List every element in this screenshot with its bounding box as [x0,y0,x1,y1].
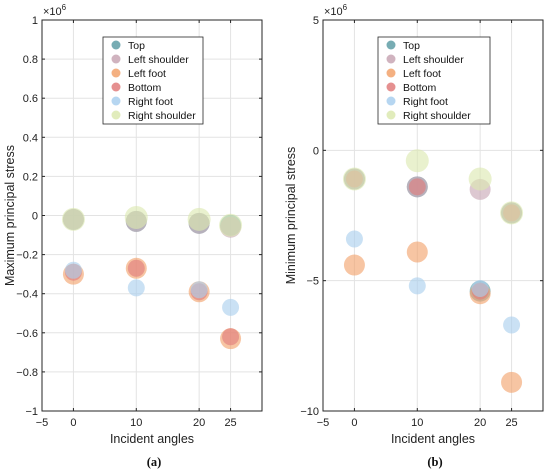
y-tick-label: −0.4 [16,289,38,301]
legend-marker-left-foot [386,68,396,78]
legend-label-right-foot: Right foot [128,96,173,108]
data-point-right-shoulder [61,207,85,231]
data-point-right-shoulder [219,213,243,237]
data-point-right-foot [471,279,489,297]
legend-label-right-shoulder: Right shoulder [403,110,471,122]
legend-marker-left-shoulder [386,54,396,64]
data-point-right-foot [345,230,363,248]
y-tick-label: 0.6 [23,93,38,105]
data-point-right-foot [222,298,240,316]
x-tick-label: 0 [351,417,357,429]
legend-box [377,36,491,125]
data-point-bottom [222,328,240,346]
y-tick-label: 0.2 [23,171,38,183]
legend-label-bottom: Bottom [403,82,437,94]
y-exponent-label: ×106 [43,3,67,18]
panel-caption: (a) [147,455,162,469]
y-tick-label: −0.2 [16,250,38,262]
x-axis-label: Incident angles [391,432,475,446]
legend-box [102,36,204,125]
legend-marker-bottom [111,82,121,92]
x-tick-label: −5 [36,417,49,429]
legend-marker-left-shoulder [111,54,121,64]
legend-label-right-foot: Right foot [403,96,448,108]
y-tick-label: 0 [313,145,319,157]
y-exponent-label: ×106 [324,3,348,18]
data-point-bottom [127,259,145,277]
legend-label-left-shoulder: Left shoulder [128,54,189,66]
x-tick-label: 10 [411,417,423,429]
data-point-bottom [408,178,426,196]
y-exponent-power: 6 [343,3,348,12]
legend-label-top: Top [128,40,145,52]
legend-marker-top [386,40,396,50]
y-exponent-power: 6 [62,3,67,12]
data-point-right-shoulder [500,201,524,225]
data-point-left-foot [501,371,523,393]
legend-marker-right-foot [111,96,121,106]
y-tick-label: −0.6 [16,328,38,340]
data-point-right-foot [190,281,208,299]
panel-caption: (b) [427,455,442,469]
y-tick-label: 5 [313,15,319,27]
x-tick-label: −5 [317,417,330,429]
data-point-right-foot [127,279,145,297]
y-tick-label: −0.8 [16,367,38,379]
y-tick-label: −10 [300,406,319,418]
y-tick-label: −5 [306,276,319,288]
y-tick-label: 0.8 [23,54,38,66]
x-tick-label: 25 [505,417,517,429]
data-point-right-shoulder [405,149,429,173]
data-point-right-shoulder [187,207,211,231]
legend-marker-right-shoulder [386,110,396,120]
data-point-right-foot [64,261,82,279]
y-tick-label: 1 [32,15,38,27]
axes-frame [322,19,544,412]
x-tick-label: 0 [70,417,76,429]
x-tick-label: 20 [474,417,486,429]
legend-marker-left-foot [111,68,121,78]
x-axis-label: Incident angles [110,432,194,446]
y-axis-label: Maximum principal stress [3,145,17,286]
legend: Top Left shoulder Left foot Bottom Right foo… [377,36,491,125]
data-point-right-shoulder [342,167,366,191]
data-point-right-foot [408,277,426,295]
legend-label-top: Top [403,40,420,52]
y-tick-label: 0.4 [23,132,38,144]
data-point-right-foot [503,316,521,334]
x-tick-label: 10 [130,417,142,429]
legend: Top Left shoulder Left foot Bottom Right foo… [102,36,204,125]
legend-marker-top [111,40,121,50]
legend-label-left-foot: Left foot [403,68,441,80]
y-axis-label: Minimum principal stress [284,147,298,285]
data-point-right-shoulder [468,167,492,191]
data-point-left-foot [343,254,365,276]
legend-label-bottom: Bottom [128,82,162,94]
x-tick-label: 20 [193,417,205,429]
legend-label-left-foot: Left foot [128,68,166,80]
y-tick-label: −1 [25,406,38,418]
data-point-left-foot [406,241,428,263]
x-tick-label: 25 [224,417,236,429]
legend-marker-bottom [386,82,396,92]
legend-label-left-shoulder: Left shoulder [403,54,464,66]
legend-marker-right-shoulder [111,110,121,120]
y-tick-label: 0 [32,211,38,223]
legend-label-right-shoulder: Right shoulder [128,110,196,122]
panel-a: −5 0 10 20 25 −1 −0.8 −0.6 −0.4 −0.2 0 0.2 0.4 0.6 0.8… [3,3,263,469]
legend-marker-right-foot [386,96,396,106]
data-point-right-shoulder [124,205,148,229]
